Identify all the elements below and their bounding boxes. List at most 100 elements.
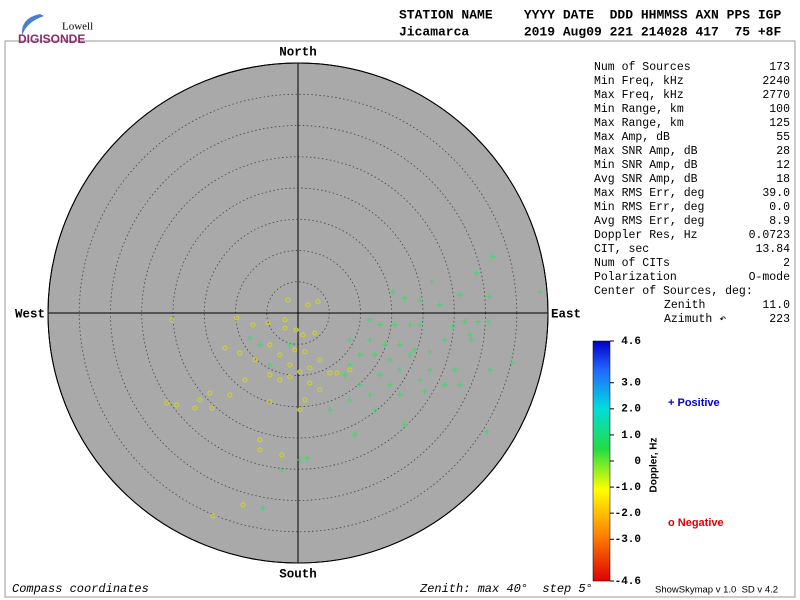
positive-source [286,341,293,348]
negative-source [222,345,228,351]
logo-name: Lowell [62,21,93,33]
positive-source [456,381,463,388]
negative-source [257,447,263,453]
stat-label: Num of CITs [594,257,670,270]
frame [4,40,796,598]
colorbar-tick-label: -4.6 [615,576,641,588]
positive-source [468,336,475,343]
negative-source [305,302,311,308]
negative-source [292,347,298,353]
positive-source [390,288,396,295]
negative-source [293,327,299,333]
negative-source [174,402,180,408]
stat-value: 11.0 [762,299,790,312]
negative-source [267,342,273,348]
stat-value: 12 [776,159,790,172]
negative-source [209,405,215,411]
positive-source [466,331,473,338]
legend-entry: o Negative [668,517,724,529]
legend-entry: + Positive [668,397,720,409]
positive-source [416,376,423,383]
negative-source [257,437,263,443]
colorbar-tick-label: 2.0 [621,404,641,416]
negative-source [282,317,288,323]
compass-east: East [551,307,581,321]
negative-source [317,357,323,363]
negative-source [207,390,213,396]
positive-source [483,428,490,435]
negative-source [297,407,303,413]
footer-left: Compass coordinates [12,582,149,596]
positive-source [386,381,393,388]
stat-label: Zenith [664,299,705,312]
negative-source [277,352,283,358]
positive-source [406,321,413,328]
stat-value: 223 [769,313,790,326]
stat-label: Avg RMS Err, deg [594,215,704,228]
stat-label: Num of Sources [594,61,691,74]
stat-label: Polarization [594,271,677,284]
negative-source [312,330,318,336]
positive-source [346,396,353,403]
colorbar-tick-label: 4.6 [621,336,641,348]
positive-source [426,366,433,373]
positive-source [428,278,435,285]
footer-middle: Zenith: max 40° step 5° [419,582,593,596]
positive-source [411,346,418,353]
stat-value: 39.0 [762,187,790,200]
positive-source [246,335,253,341]
stat-value: 18 [776,173,790,186]
stat-value: 100 [769,103,790,116]
negative-source [287,362,293,368]
positive-source [536,288,543,295]
negative-source [234,315,240,321]
positive-source [401,295,408,301]
negative-source [282,325,288,331]
stat-label: Min Range, km [594,103,684,116]
stat-value: 0.0 [769,201,790,214]
negative-source [252,357,258,363]
positive-source [371,406,378,413]
stat-label: Max Amp, dB [594,131,670,144]
positive-source [366,391,373,398]
negative-source [327,370,333,376]
positive-source [416,296,423,303]
positive-source [371,351,378,358]
positive-source [396,366,403,373]
stat-label: Doppler Res, Hz [594,229,698,242]
positive-source [381,341,388,348]
stat-value: 125 [769,117,790,130]
colorbar-tick-label: 0 [634,456,641,468]
positive-source [485,318,491,325]
positive-source [366,316,373,323]
positive-source [490,253,496,260]
stat-center-title: Center of Sources, deg: [594,285,753,298]
compass-west: West [15,307,45,321]
stat-label: Max Freq, kHz [594,89,684,102]
positive-source [406,351,413,358]
stat-value: 2 [783,257,790,270]
stat-label: Max Range, km [594,117,684,130]
compass-south: South [279,567,317,581]
negative-source [302,397,308,403]
stat-value: 28 [776,145,790,158]
logo-product: DIGISONDE [18,32,85,46]
negative-source [169,317,175,323]
positive-source [396,391,403,398]
stat-label: Avg SNR Amp, dB [594,173,698,186]
positive-source [376,371,383,378]
positive-source [341,371,348,378]
negative-source [240,502,246,508]
positive-source [475,318,481,325]
stat-label: Min RMS Err, deg [594,201,704,214]
negative-source [297,369,303,375]
positive-source [436,301,443,308]
positive-source [386,356,393,363]
positive-source [450,323,456,330]
positive-source [401,421,408,428]
negative-source [317,387,323,393]
negative-source [334,370,340,376]
negative-source [250,322,256,328]
negative-source [285,297,291,303]
